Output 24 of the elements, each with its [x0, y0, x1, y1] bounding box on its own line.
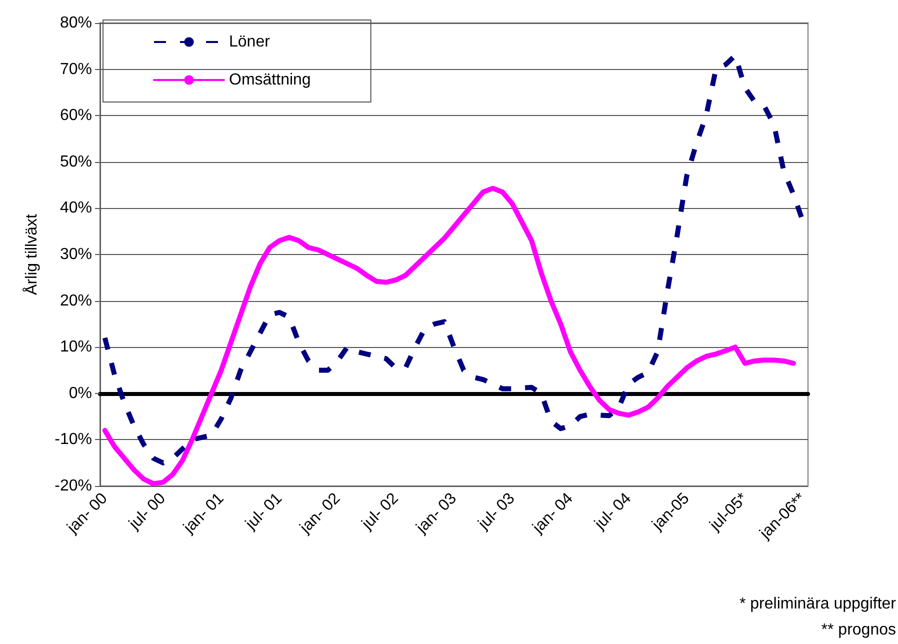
- y-tick-label: 30%: [60, 246, 92, 263]
- x-tick-label: jul- 02: [358, 490, 402, 534]
- y-tick-label: 40%: [60, 200, 92, 217]
- x-tick-label: jul- 04: [591, 490, 635, 534]
- y-tick-label: 60%: [60, 107, 92, 124]
- y-tick-label: 50%: [60, 153, 92, 170]
- y-tick-label: -10%: [54, 431, 92, 448]
- y-tick-label: 10%: [60, 338, 92, 356]
- legend-label: Löner: [229, 34, 271, 50]
- x-tick-label: jul- 03: [474, 490, 518, 534]
- x-tick-label: jul- 01: [242, 490, 286, 534]
- y-axis-title: Årlig tillväxt: [22, 213, 40, 295]
- x-tick-label: jan- 02: [296, 490, 344, 538]
- x-tick-label: jan- 03: [412, 490, 460, 538]
- legend-label: Omsättning: [229, 72, 311, 88]
- x-tick-label: jan- 04: [529, 490, 576, 538]
- y-tick-label: 0%: [68, 384, 92, 402]
- text: * preliminära uppgifter: [739, 596, 897, 612]
- y-tick-label: 80%: [60, 14, 92, 32]
- y-tick-label: 70%: [60, 60, 92, 78]
- text: ** prognos: [821, 622, 896, 638]
- x-tick-label: jan- 01: [180, 490, 228, 538]
- y-tick-label: 20%: [60, 292, 92, 310]
- x-tick-label: jul- 00: [126, 490, 170, 534]
